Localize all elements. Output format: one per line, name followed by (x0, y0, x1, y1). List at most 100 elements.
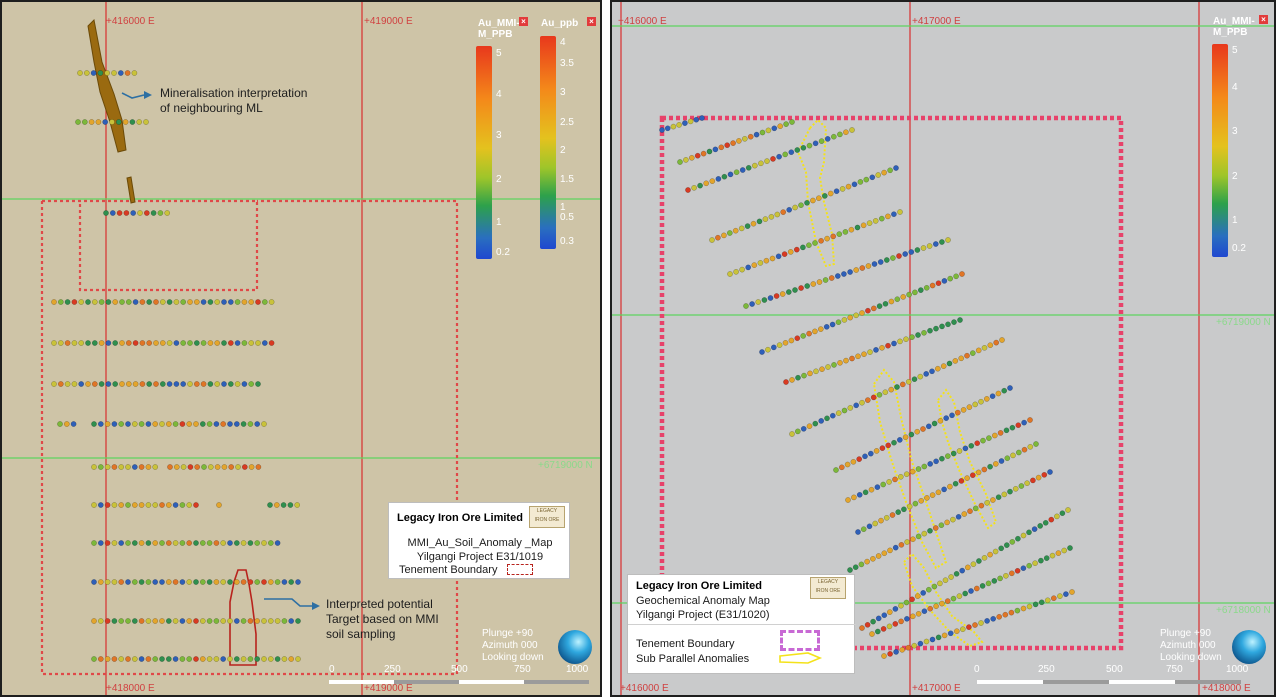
sample-point (159, 579, 165, 585)
sample-point (889, 512, 896, 518)
sample-point (951, 319, 957, 325)
company-name: Legacy Iron Ore Limited (636, 580, 762, 592)
sample-point (145, 618, 152, 624)
sample-point (974, 440, 981, 447)
sample-point (118, 540, 125, 546)
sample-point (139, 381, 146, 387)
boundary-legend-swatch (507, 564, 533, 575)
sample-point (953, 628, 960, 635)
right-map-canvas[interactable] (612, 2, 1274, 695)
sample-point (132, 340, 139, 346)
sample-point (972, 401, 979, 408)
sample-point (774, 211, 781, 218)
legend-color-bar (476, 46, 492, 259)
sample-point (125, 502, 131, 508)
sample-point (91, 540, 97, 546)
coord-label-bottom-left: +418000 E (106, 683, 155, 694)
sample-point (241, 381, 248, 387)
sample-point (267, 502, 273, 508)
legend-color-bar (540, 36, 556, 249)
sample-point (138, 540, 145, 546)
sample-point (111, 618, 118, 624)
sample-point (227, 299, 234, 305)
project-name: Yilgangi Project (E31/1020) (636, 609, 770, 621)
close-icon[interactable]: × (519, 17, 528, 26)
sample-point (234, 381, 241, 387)
sample-point (829, 412, 836, 419)
sample-point (95, 119, 102, 125)
sample-point (1015, 449, 1022, 456)
sample-point (745, 264, 752, 271)
sample-point (233, 421, 240, 427)
sample-point (295, 618, 301, 624)
sample-point (274, 579, 281, 585)
sample-point (1032, 560, 1038, 567)
sample-point (976, 558, 982, 564)
sample-point (677, 159, 683, 165)
sample-point (295, 579, 301, 585)
sample-point (833, 467, 839, 473)
sample-point (91, 421, 97, 427)
sample-point (715, 234, 721, 241)
scale-bar-segments (329, 680, 589, 684)
globe-icon[interactable] (1232, 630, 1266, 664)
sample-point (194, 464, 201, 470)
sample-point (925, 423, 932, 430)
sample-point (118, 464, 125, 470)
sample-point (1003, 572, 1009, 579)
sample-point (941, 486, 947, 493)
right-map-panel[interactable]: +416000 E +417000 E +416000 E +417000 E … (610, 0, 1276, 697)
sample-point (979, 583, 986, 589)
sample-point (738, 225, 745, 232)
sample-point (193, 502, 199, 508)
sample-point (898, 602, 904, 609)
coord-label-right-northing-low: +6718000 N (1216, 605, 1271, 616)
sample-point (921, 608, 928, 615)
annotation-line: Mineralisation interpretation (160, 86, 308, 100)
sample-point (240, 656, 247, 662)
sample-point (1047, 469, 1053, 475)
sample-point (950, 450, 957, 457)
sample-point (806, 330, 812, 337)
sample-point (958, 478, 965, 484)
sample-point (939, 600, 945, 607)
sample-point (1055, 550, 1062, 556)
sample-point (938, 522, 945, 529)
left-map-canvas[interactable] (2, 2, 600, 695)
close-icon[interactable]: × (587, 17, 596, 26)
scale-label: 500 (451, 664, 468, 675)
sample-point (937, 417, 944, 424)
sample-point (987, 342, 994, 349)
sample-point (206, 579, 213, 585)
sample-point (105, 299, 112, 305)
sample-point (859, 399, 865, 406)
sample-point (220, 579, 227, 585)
sample-point (1033, 441, 1039, 447)
sample-point (1027, 443, 1034, 450)
sample-point (152, 540, 159, 546)
sample-point (865, 307, 871, 314)
sample-point (102, 119, 109, 125)
sample-point (933, 603, 939, 610)
sample-point (776, 153, 782, 160)
sample-point (153, 299, 159, 305)
sample-point (267, 656, 274, 662)
sample-point (877, 259, 884, 265)
sample-point (131, 70, 138, 76)
sample-point (955, 513, 962, 520)
sample-point (180, 464, 187, 470)
sample-point (247, 540, 254, 546)
sample-point (1061, 547, 1068, 554)
sample-point (794, 335, 801, 342)
sample-point (78, 381, 85, 387)
sample-point (946, 360, 953, 367)
left-map-panel[interactable]: +416000 E +419000 E +418000 E +419000 E … (0, 0, 602, 697)
sample-point (908, 431, 915, 438)
close-icon[interactable]: × (1259, 15, 1268, 24)
sample-point (1002, 611, 1009, 618)
sample-point (123, 210, 130, 216)
sample-point (132, 381, 139, 387)
sample-point (1035, 474, 1042, 481)
globe-icon[interactable] (558, 630, 592, 664)
sample-point (888, 386, 895, 393)
